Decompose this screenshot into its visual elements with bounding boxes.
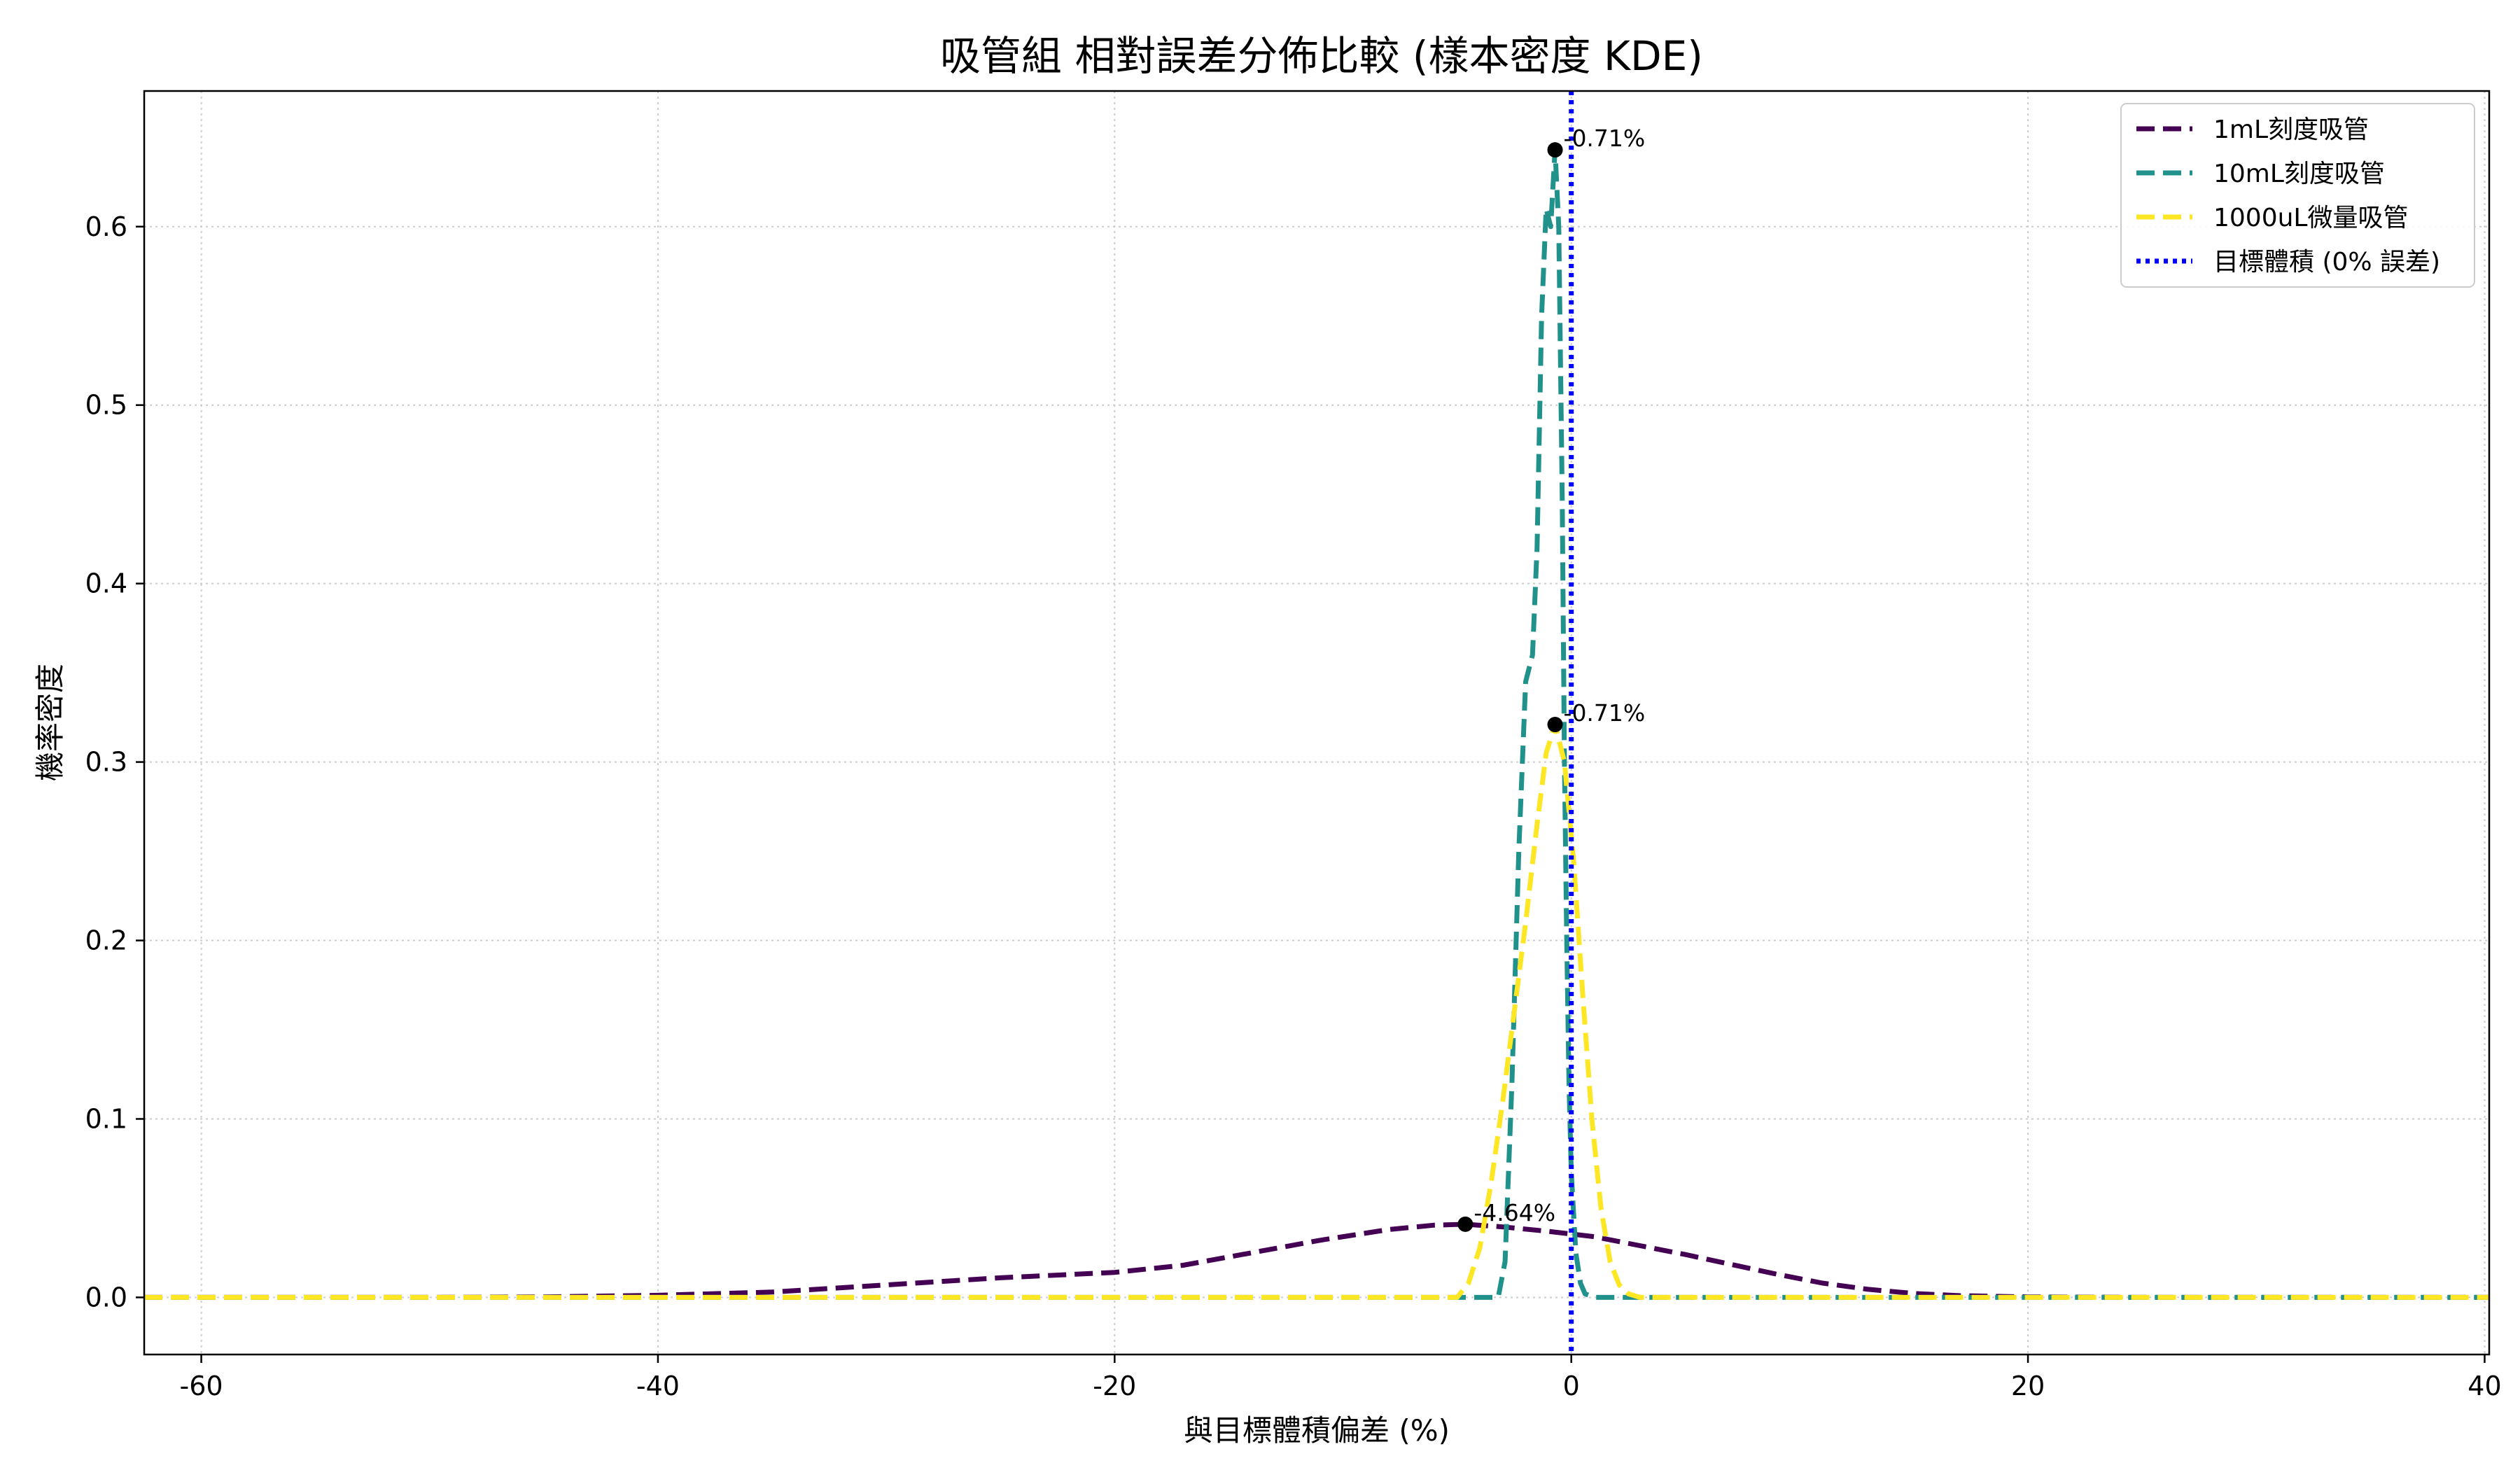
legend-label: 目標體積 (0% 誤差) (2213, 248, 2440, 276)
y-tick-label: 0.6 (85, 211, 127, 242)
series-line (144, 1222, 2489, 1300)
peak-label: -0.71% (1564, 125, 1646, 152)
legend-label: 1mL刻度吸管 (2213, 115, 2369, 144)
chart-title: 吸管組 相對誤差分佈比較 (樣本密度 KDE) (940, 32, 1703, 80)
legend-frame (2120, 103, 2475, 288)
peak-label: -0.71% (1564, 699, 1646, 727)
y-axis-label: 機率密度 (33, 664, 67, 781)
x-tick-label: 0 (1563, 1371, 1580, 1401)
peak-label: -4.64% (1474, 1199, 1555, 1226)
legend-label: 10mL刻度吸管 (2213, 160, 2385, 188)
axis-ticks: -60 -40 -20 0 20 40 0.0 0.1 0.2 0.3 0.4 0.5 0.6 (85, 211, 2502, 1401)
x-tick-label: 20 (2011, 1371, 2045, 1401)
annotations: -0.71% -0.71% -4.64% (1457, 125, 1645, 1232)
series-line (144, 722, 2489, 1300)
x-tick-label: -40 (636, 1371, 680, 1401)
y-tick-label: 0.1 (85, 1103, 127, 1134)
y-tick-label: 0.5 (85, 390, 127, 421)
y-tick-label: 0.2 (85, 925, 127, 956)
x-tick-label: -20 (1093, 1371, 1136, 1401)
y-tick-label: 0.4 (85, 568, 127, 599)
plot-frame (143, 90, 2491, 1356)
series-line (144, 147, 2489, 1300)
y-tick-label: 0.0 (85, 1282, 127, 1312)
peak-marker (1547, 142, 1563, 158)
x-axis-label: 與目標體積偏差 (%) (1184, 1413, 1450, 1448)
legend-label: 1000uL微量吸管 (2213, 204, 2409, 232)
x-tick-label: -60 (180, 1371, 223, 1401)
grid-lines (144, 91, 2489, 1354)
x-tick-label: 40 (2468, 1371, 2501, 1401)
y-tick-label: 0.3 (85, 747, 127, 778)
series-layer (144, 91, 2489, 1354)
peak-marker (1547, 717, 1563, 733)
peak-marker (1457, 1216, 1474, 1232)
